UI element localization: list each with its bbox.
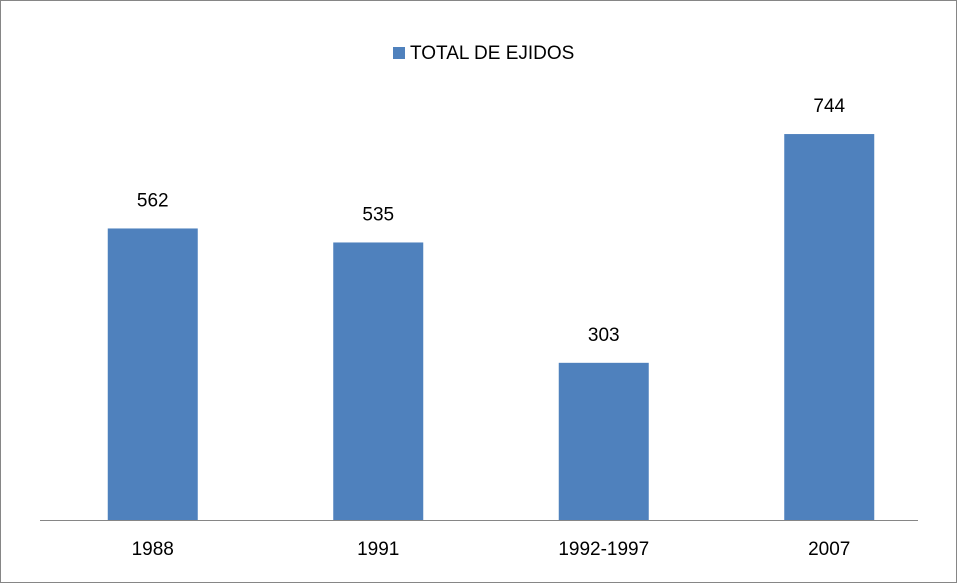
x-tick-label: 1991 <box>357 539 399 560</box>
legend-swatch <box>393 47 405 59</box>
data-label: 562 <box>137 190 169 211</box>
bar <box>107 228 198 520</box>
data-label: 744 <box>813 96 845 117</box>
x-tick-label: 2007 <box>808 539 850 560</box>
bar <box>784 134 875 521</box>
bar <box>333 242 424 520</box>
bar <box>558 362 649 520</box>
x-tick-label: 1992-1997 <box>558 539 649 560</box>
x-tick-label: 1988 <box>132 539 174 560</box>
legend-label: TOTAL DE EJIDOS <box>410 43 574 64</box>
data-label: 303 <box>588 325 620 346</box>
data-label: 535 <box>362 204 394 225</box>
